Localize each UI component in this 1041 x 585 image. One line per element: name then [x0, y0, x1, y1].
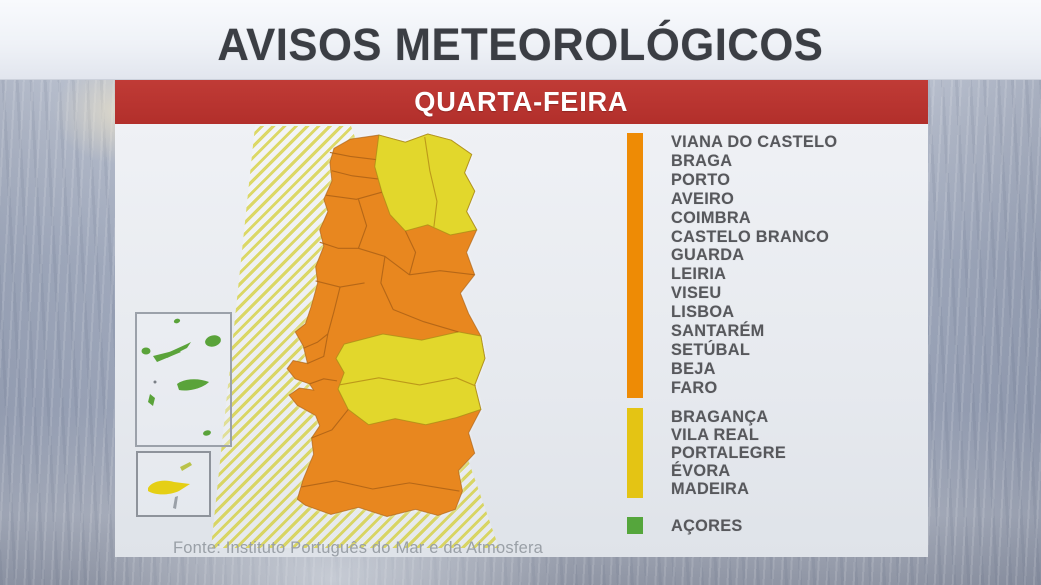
source-credit: Fonte: Instituto Português do Mar e da A…	[173, 539, 544, 557]
azores-islands-map	[141, 318, 221, 436]
green-warning-list: AÇORES	[671, 517, 743, 534]
madeira-islands-map	[148, 462, 192, 509]
day-banner-label: QUARTA-FEIRA	[414, 86, 629, 117]
yellow-warning-bar-icon	[627, 408, 643, 498]
yellow-warning-list: BRAGANÇA VILA REAL PORTALEGRE ÉVORA MADE…	[671, 408, 786, 498]
warnings-panel: VIANA DO CASTELO BRAGA PORTO AVEIRO COIM…	[115, 124, 928, 557]
district-item: PORTALEGRE	[671, 443, 787, 462]
district-borders	[301, 151, 475, 492]
district-item: BRAGANÇA	[671, 407, 769, 426]
district-item: AVEIRO	[671, 188, 735, 208]
district-item: BEJA	[671, 358, 716, 378]
map-region-northeast-yellow	[374, 133, 478, 236]
yellow-district-borders	[338, 137, 476, 387]
district-item: LISBOA	[671, 302, 735, 322]
madeira-island	[148, 480, 190, 495]
desertas-islands	[173, 496, 178, 509]
district-item: PORTO	[671, 169, 731, 189]
azores-islet	[153, 380, 157, 384]
madeira-inset	[136, 451, 211, 517]
district-item: FARO	[671, 377, 718, 397]
district-item: BRAGA	[671, 150, 733, 170]
portugal-mainland-map	[286, 133, 486, 518]
porto-santo-island	[180, 462, 192, 471]
district-item: SETÚBAL	[671, 339, 751, 359]
district-item: MADEIRA	[671, 479, 750, 498]
orange-warning-group: VIANA DO CASTELO BRAGA PORTO AVEIRO COIM…	[627, 132, 844, 398]
azores-inset	[135, 312, 232, 447]
district-item: LEIRIA	[671, 264, 727, 284]
green-warning-group: AÇORES	[627, 517, 746, 534]
district-item: VIANA DO CASTELO	[671, 132, 838, 151]
orange-warning-bar-icon	[627, 133, 643, 398]
district-item: VISEU	[671, 283, 722, 303]
district-item: CASTELO BRANCO	[671, 226, 830, 246]
title-band: AVISOS METEOROLÓGICOS	[0, 0, 1041, 80]
district-item: ÉVORA	[671, 461, 731, 480]
day-banner: QUARTA-FEIRA	[115, 80, 928, 124]
district-item: SANTARÉM	[671, 321, 765, 341]
page-title: AVISOS METEOROLÓGICOS	[217, 18, 824, 70]
district-item: VILA REAL	[671, 425, 760, 444]
district-item: COIMBRA	[671, 207, 751, 227]
district-item: GUARDA	[671, 245, 745, 265]
yellow-warning-group: BRAGANÇA VILA REAL PORTALEGRE ÉVORA MADE…	[627, 408, 791, 498]
green-warning-swatch-icon	[627, 517, 643, 534]
district-item: AÇORES	[671, 516, 743, 535]
orange-warning-list: VIANA DO CASTELO BRAGA PORTO AVEIRO COIM…	[671, 132, 838, 398]
map-region-centereast-yellow	[335, 331, 486, 426]
